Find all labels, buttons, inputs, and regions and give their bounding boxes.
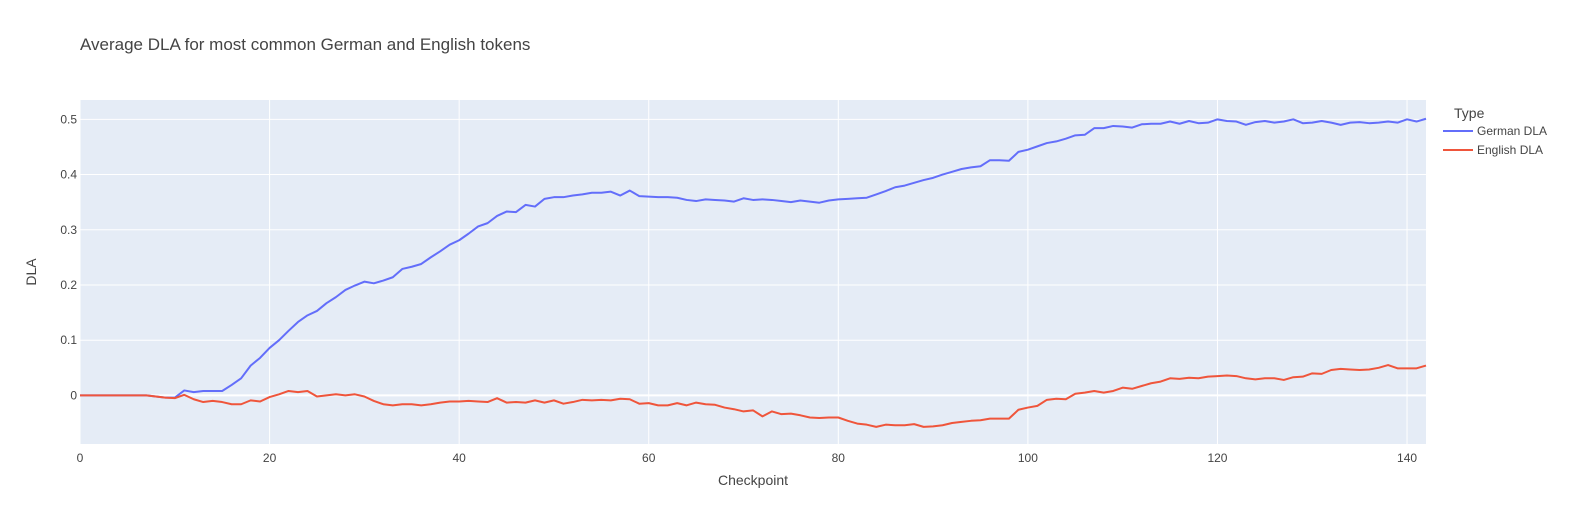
x-tick-label: 20 [263,451,277,465]
y-tick-label: 0.4 [60,168,77,182]
y-tick-label: 0.2 [60,278,77,292]
legend-label: German DLA [1477,124,1547,138]
x-tick-label: 140 [1397,451,1417,465]
y-axis-title: DLA [23,258,39,286]
y-tick-label: 0.3 [60,223,77,237]
chart-title: Average DLA for most common German and E… [80,35,530,54]
legend: Type German DLA English DLA [1443,105,1547,157]
x-tick-label: 100 [1018,451,1038,465]
legend-label: English DLA [1477,143,1543,157]
series-lines [80,117,1427,428]
x-tick-label: 120 [1207,451,1227,465]
x-axis-title: Checkpoint [718,472,788,488]
series-line-english-dla [80,364,1427,428]
legend-item-english-dla[interactable]: English DLA [1443,143,1543,157]
x-tick-label: 80 [832,451,846,465]
gridlines [79,100,1426,444]
legend-item-german-dla[interactable]: German DLA [1443,124,1547,138]
y-tick-label: 0 [70,388,77,402]
y-axis-ticks: 0 0.1 0.2 0.3 0.4 0.5 [60,112,77,402]
y-tick-label: 0.1 [60,333,77,347]
x-tick-label: 40 [452,451,466,465]
plot-area [80,100,1426,444]
series-line-german-dla [80,117,1427,399]
x-tick-label: 60 [642,451,656,465]
y-tick-label: 0.5 [60,112,77,126]
x-tick-label: 0 [77,451,84,465]
x-axis-ticks: 0 20 40 60 80 100 120 140 [77,451,1418,465]
legend-title: Type [1454,105,1485,121]
